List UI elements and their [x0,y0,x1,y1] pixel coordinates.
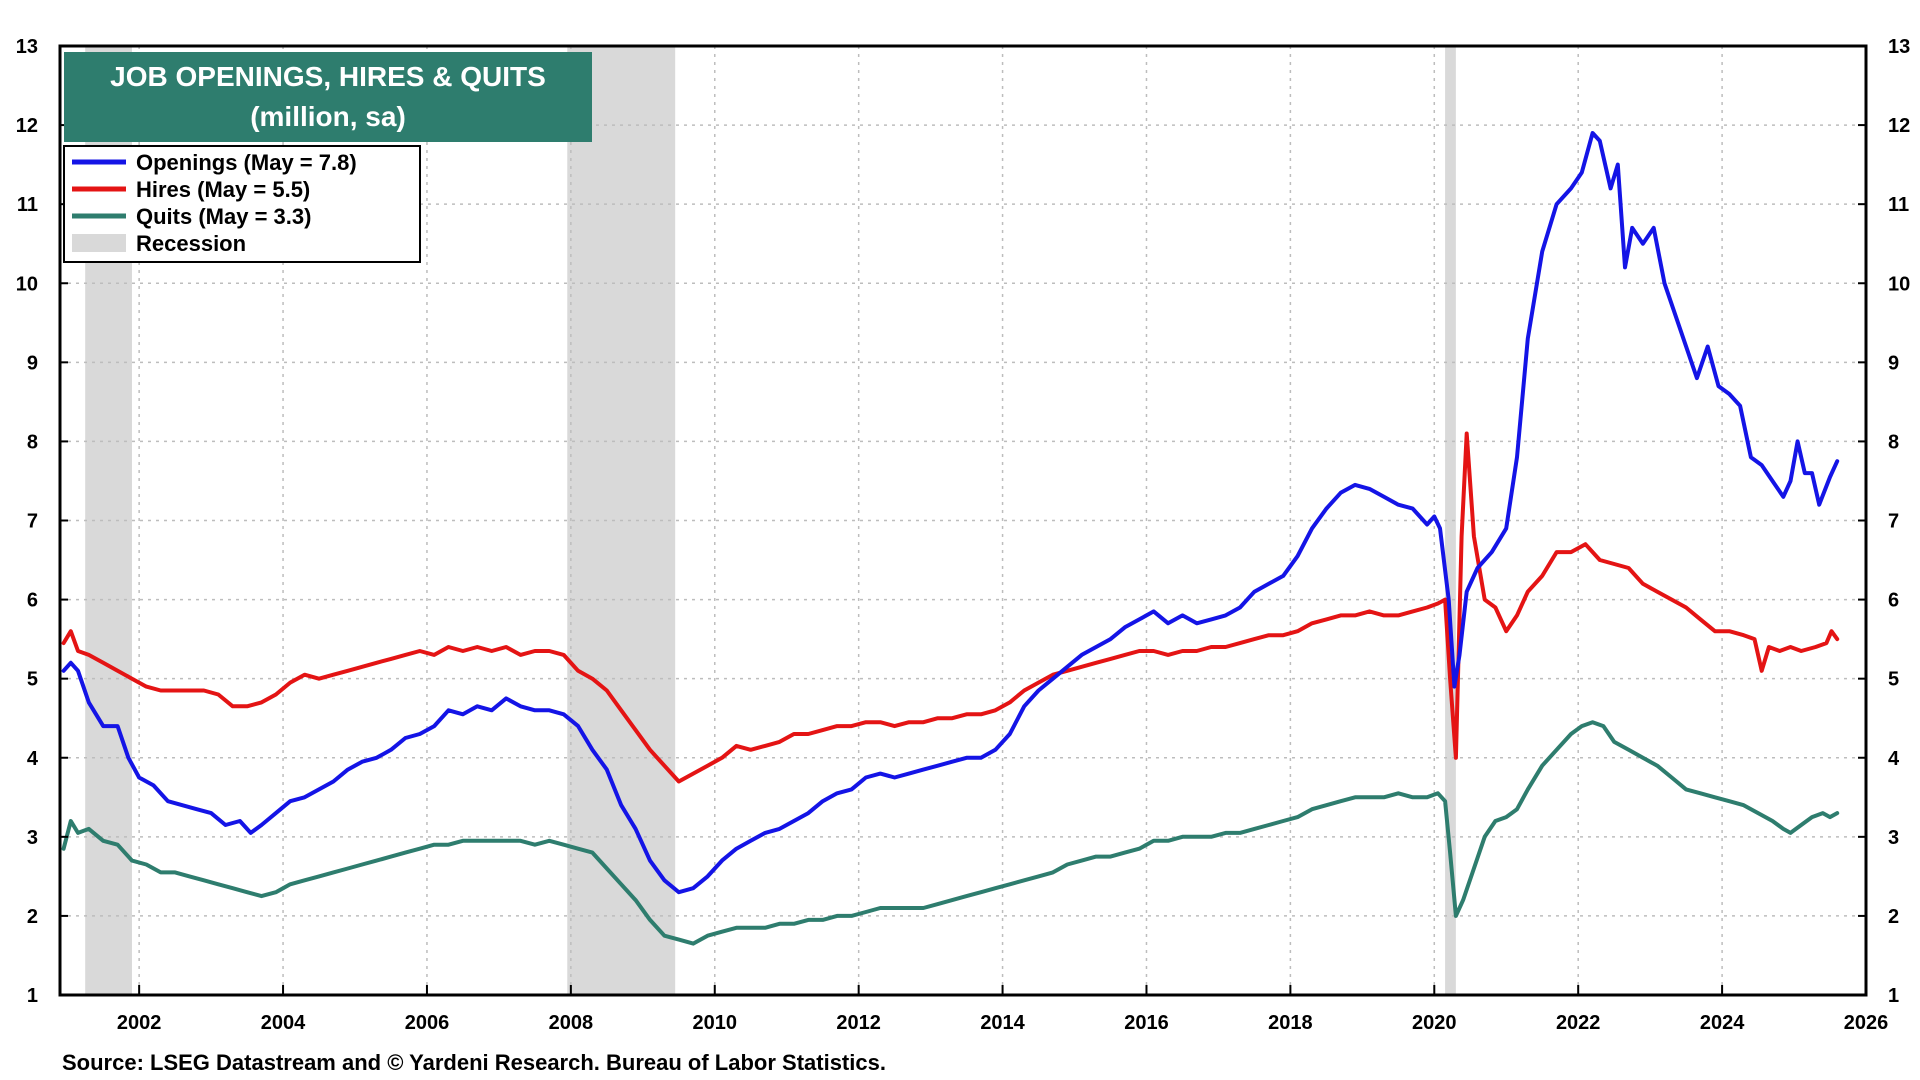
chart-subtitle: (million, sa) [250,101,406,132]
legend-label-recession: Recession [136,231,246,256]
y-tick-label-left: 6 [27,590,38,612]
y-tick-label-left: 12 [16,115,38,137]
y-tick-label-left: 13 [16,36,38,58]
x-tick-label: 2010 [693,1012,738,1034]
y-tick-label-left: 11 [17,194,38,216]
y-tick-label-left: 7 [27,511,38,533]
legend-swatch-recession [72,234,126,252]
legend: Openings (May = 7.8) Hires (May = 5.5) Q… [63,145,421,263]
chart-title: JOB OPENINGS, HIRES & QUITS [110,61,546,92]
y-tick-label-left: 10 [16,273,38,295]
y-tick-label-right: 2 [1888,906,1899,928]
y-tick-label-left: 5 [27,669,38,691]
gridlines [60,46,1866,995]
x-tick-label: 2022 [1556,1012,1601,1034]
y-tick-label-right: 12 [1888,115,1910,137]
x-tick-label: 2002 [117,1012,162,1034]
series-line-quits [61,720,1840,946]
y-tick-label-left: 9 [27,352,38,374]
y-tick-label-right: 7 [1888,511,1899,533]
title-box: JOB OPENINGS, HIRES & QUITS (million, sa… [64,52,592,142]
x-tick-label: 2026 [1844,1012,1889,1034]
x-tick-label: 2004 [261,1012,306,1034]
recession-band-2 [1445,46,1456,995]
x-tick-label: 2008 [549,1012,594,1034]
x-tick-label: 2012 [836,1012,881,1034]
x-tick-label: 2024 [1700,1012,1745,1034]
y-tick-label-right: 5 [1888,669,1899,691]
y-tick-label-right: 6 [1888,590,1899,612]
y-tick-label-right: 3 [1888,827,1899,849]
x-tick-label: 2014 [980,1012,1025,1034]
series-line-hires [61,431,1840,784]
y-tick-label-left: 8 [27,431,38,453]
y-tick-label-right: 9 [1888,352,1899,374]
x-tick-label: 2020 [1412,1012,1457,1034]
x-tick-label: 2018 [1268,1012,1313,1034]
y-tick-label-right: 10 [1888,273,1910,295]
y-tick-label-left: 3 [27,827,38,849]
y-tick-label-right: 4 [1888,748,1900,770]
y-tick-label-right: 1 [1888,985,1899,1007]
legend-label-openings: Openings (May = 7.8) [136,150,357,175]
y-tick-label-left: 4 [27,748,39,770]
y-tick-label-left: 2 [27,906,38,928]
y-tick-label-right: 8 [1888,431,1899,453]
x-tick-label: 2016 [1124,1012,1169,1034]
series-lines [61,131,1840,946]
x-tick-label: 2006 [405,1012,450,1034]
source-note: Source: LSEG Datastream and © Yardeni Re… [62,1050,886,1075]
y-tick-label-left: 1 [27,985,38,1007]
y-tick-label-right: 11 [1888,194,1909,216]
series-line-openings [61,131,1840,895]
legend-label-quits: Quits (May = 3.3) [136,204,311,229]
legend-label-hires: Hires (May = 5.5) [136,177,310,202]
y-tick-label-right: 13 [1888,36,1910,58]
